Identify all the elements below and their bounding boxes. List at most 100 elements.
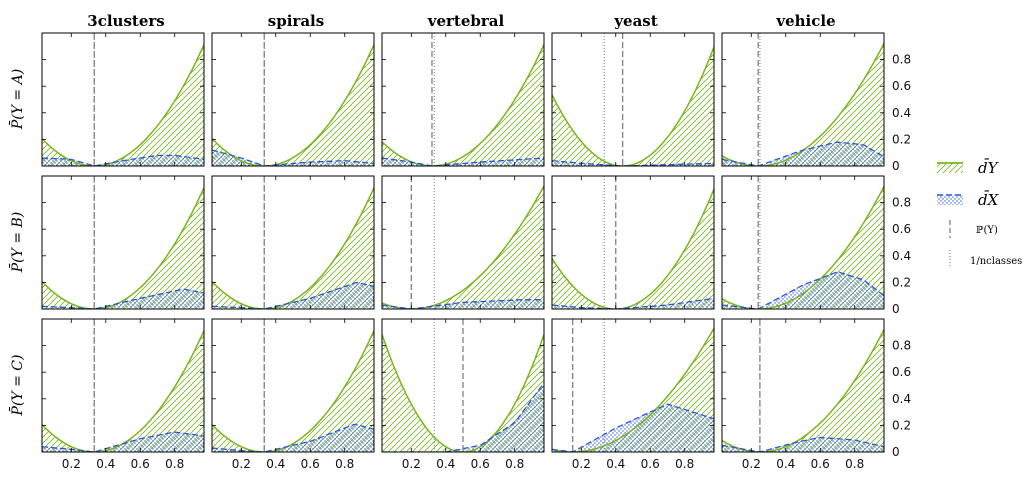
panel-frame — [41, 318, 205, 453]
dY-area — [722, 329, 884, 452]
y-tick-label: 0.4 — [892, 249, 911, 263]
panel-frame — [211, 175, 375, 310]
legend-label-inv: 1/nclasses — [970, 256, 1022, 267]
x-tick-label: 0.4 — [606, 457, 625, 471]
dY-area — [382, 185, 544, 309]
dY-line — [722, 329, 884, 452]
legend-entry-inv: 1/nclasses — [949, 250, 1022, 268]
panel-frame — [381, 32, 545, 167]
y-tick-label: 0.8 — [892, 339, 911, 353]
panel-frame — [211, 318, 375, 453]
dY-area — [382, 44, 544, 166]
dX-line — [552, 403, 714, 452]
dX-area — [382, 299, 544, 309]
x-tick-label: 0.4 — [776, 457, 795, 471]
dY-area — [212, 44, 374, 166]
col-title-vehicle: vehicle — [775, 12, 835, 30]
y-tick-label: 0.6 — [892, 222, 911, 236]
dY-line — [552, 188, 714, 309]
panel-2-0: 0.2 0.4 0.6 0.8 — [41, 318, 205, 471]
dX-area — [212, 150, 374, 166]
panel-1-3 — [551, 175, 715, 310]
dY-area — [42, 187, 204, 309]
y-tick-label: 0.8 — [892, 53, 911, 67]
x-tick-label: 0.8 — [845, 457, 864, 471]
dY-area — [42, 330, 204, 452]
panel-2-1: 0.2 0.4 0.6 0.8 — [211, 318, 375, 471]
panel-frame — [551, 318, 715, 453]
y-tick-label: 0.6 — [892, 365, 911, 379]
col-title-3clusters: 3clusters — [87, 12, 164, 30]
x-tick-label: 0.2 — [62, 457, 81, 471]
dY-line — [42, 187, 204, 309]
y-tick-label: 0.2 — [892, 418, 911, 432]
panel-2-3: 0.2 0.4 0.6 0.8 — [551, 318, 715, 471]
col-title-yeast: yeast — [613, 12, 657, 30]
dX-area — [722, 271, 884, 309]
y-tick-label: 0.8 — [892, 196, 911, 210]
col-title-spirals: spirals — [268, 12, 324, 30]
dX-area — [552, 298, 714, 309]
dY-area — [552, 46, 714, 166]
row-label-c: P̄(Y = C) — [8, 355, 26, 417]
x-tick-label: 0.2 — [232, 457, 251, 471]
x-tick-label: 0.8 — [505, 457, 524, 471]
dY-line — [552, 46, 714, 166]
panel-2-2: 0.2 0.4 0.6 0.8 — [381, 318, 545, 471]
row-label-b: P̄(Y = B) — [8, 212, 26, 274]
panel-frame — [721, 175, 885, 310]
legend-label-py: ℙ(Y) — [976, 225, 998, 236]
x-tick-label: 0.6 — [301, 457, 320, 471]
y-tick-label: 0 — [892, 159, 900, 173]
legend-entry-dY: d̄Y — [937, 159, 1000, 177]
x-tick-label: 0.6 — [641, 457, 660, 471]
dX-line — [722, 271, 884, 309]
panel-frame — [721, 318, 885, 453]
y-tick-label: 0.6 — [892, 79, 911, 93]
panel-0-3 — [551, 32, 715, 167]
col-title-vertebral: vertebral — [427, 12, 505, 30]
panel-frame — [551, 175, 715, 310]
dX-area — [722, 142, 884, 166]
x-tick-label: 0.8 — [165, 457, 184, 471]
x-tick-label: 0.4 — [266, 457, 285, 471]
row-label-a: P̄(Y = A) — [8, 69, 26, 130]
panel-frame — [381, 318, 545, 453]
legend-entry-dX: d̄X — [937, 191, 1000, 209]
dX-area — [382, 158, 544, 166]
dY-area — [212, 187, 374, 309]
panel-frame — [41, 175, 205, 310]
dX-line — [42, 431, 204, 452]
dX-line — [722, 141, 884, 166]
dX-area — [42, 289, 204, 309]
dX-area — [212, 424, 374, 452]
dX-line — [552, 297, 714, 309]
dX-line — [722, 436, 884, 452]
y-tick-label: 0 — [892, 302, 900, 316]
dX-line — [42, 288, 204, 309]
panel-2-4: 0.2 0.4 0.6 0.8 0 0.2 0.4 0.6 0.8 — [721, 318, 911, 471]
dY-line — [212, 187, 374, 309]
dX-line — [212, 423, 374, 452]
panel-frame — [551, 32, 715, 167]
y-tick-label: 0.4 — [892, 106, 911, 120]
panel-1-2 — [381, 175, 545, 310]
dY-area — [42, 44, 204, 166]
legend-label-dY: d̄Y — [978, 159, 1000, 177]
panel-frame — [211, 32, 375, 167]
dX-line — [382, 157, 544, 166]
x-tick-label: 0.6 — [811, 457, 830, 471]
panel-0-4: 0 0.2 0.4 0.6 0.8 — [721, 32, 911, 173]
x-tick-label: 0.4 — [96, 457, 115, 471]
y-tick-label: 0.2 — [892, 132, 911, 146]
dY-area — [552, 189, 714, 309]
dX-area — [722, 437, 884, 452]
panel-0-1 — [211, 32, 375, 167]
y-tick-label: 0.4 — [892, 392, 911, 406]
dY-area — [212, 330, 374, 452]
panel-frame — [381, 175, 545, 310]
x-tick-label: 0.6 — [471, 457, 490, 471]
dX-area — [382, 382, 544, 452]
panel-grid: 0 0.2 0.4 0.6 0.8 0 0.2 0.4 0.6 0.8 0.2 0.4 0.6 0.8 0.… — [41, 32, 911, 471]
